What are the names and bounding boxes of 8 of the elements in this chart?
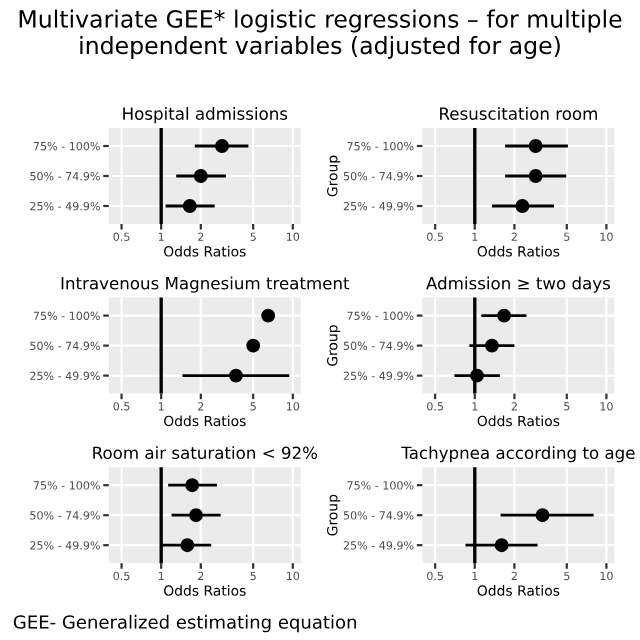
chart-title: Admission ≥ two days [426, 276, 611, 293]
chart-title: Resuscitation room [440, 107, 597, 120]
text: GEE- Generalized estimating equation [13, 614, 356, 633]
chart-title: Intravenous Magnesium treatment [61, 276, 350, 293]
chart-title: Hospital admissions [123, 107, 288, 124]
chart-title: Tachypnea according to age [401, 446, 635, 463]
chart-title: Room air saturation < 92% [93, 446, 318, 460]
text: Multivariate GEE* logistic regressions – for multiple independent variables (adjusted for age) [19, 9, 622, 59]
